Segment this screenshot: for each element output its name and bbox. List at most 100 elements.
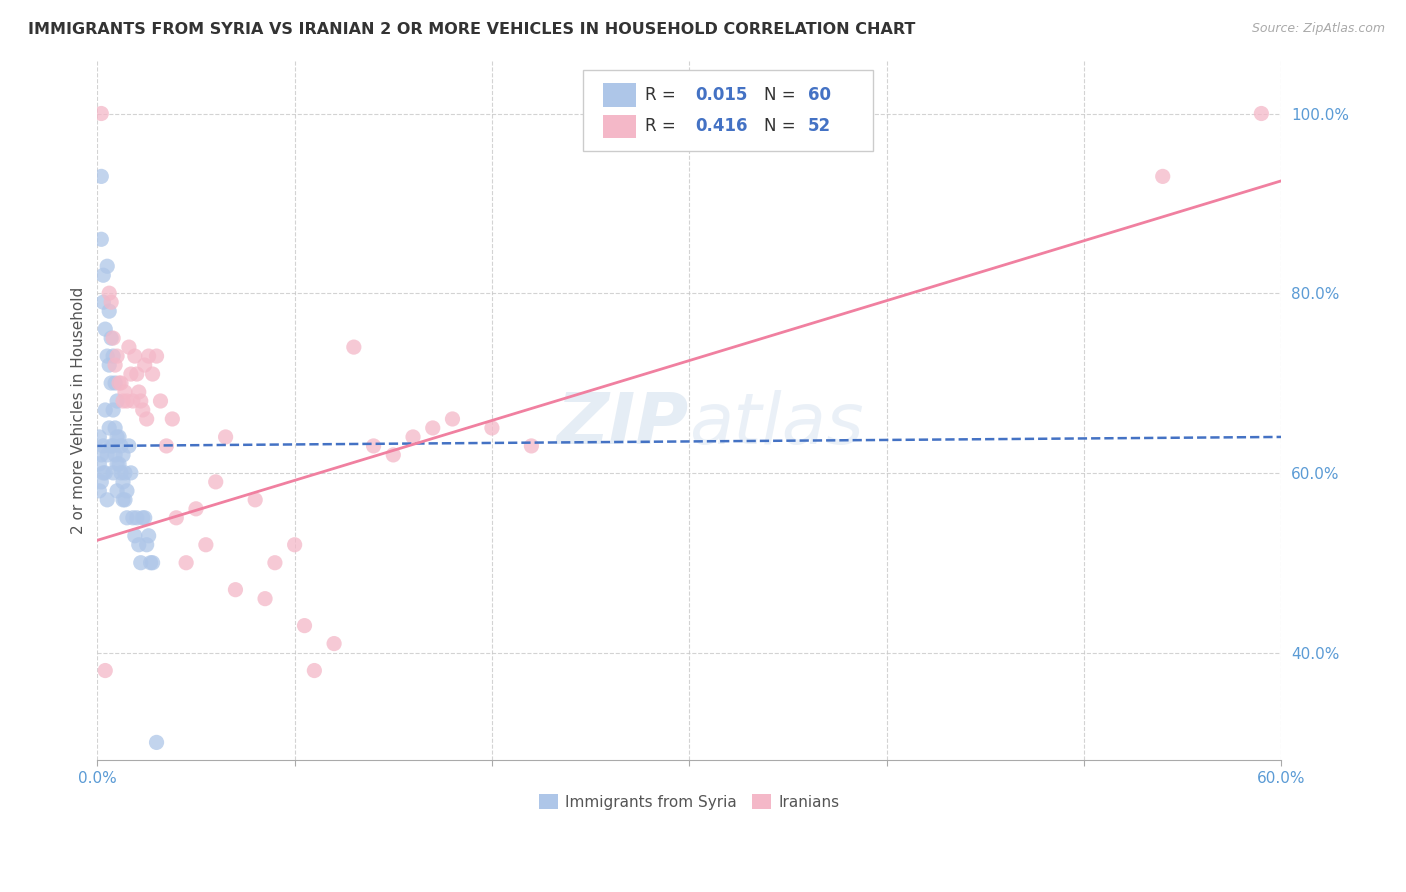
Point	[118, 340, 141, 354]
Point	[89, 430, 111, 444]
Point	[174, 556, 197, 570]
Text: IMMIGRANTS FROM SYRIA VS IRANIAN 2 OR MORE VEHICLES IN HOUSEHOLD CORRELATION CHA: IMMIGRANTS FROM SYRIA VS IRANIAN 2 OR MO…	[28, 22, 915, 37]
Point	[105, 349, 128, 363]
Point	[94, 466, 117, 480]
Point	[224, 582, 246, 597]
Point	[90, 448, 112, 462]
Point	[115, 483, 138, 498]
Point	[101, 466, 124, 480]
Point	[129, 394, 152, 409]
Point	[91, 466, 114, 480]
Point	[108, 430, 131, 444]
Point	[105, 430, 128, 444]
Y-axis label: 2 or more Vehicles in Household: 2 or more Vehicles in Household	[72, 286, 86, 533]
Point	[104, 376, 127, 390]
Point	[145, 735, 167, 749]
Point	[254, 591, 277, 606]
Point	[110, 466, 132, 480]
Point	[343, 340, 366, 354]
Point	[90, 169, 112, 184]
Point	[402, 430, 425, 444]
Point	[91, 268, 114, 283]
Text: atlas: atlas	[689, 390, 863, 458]
Point	[114, 492, 136, 507]
Bar	[603, 84, 636, 106]
Point	[90, 475, 112, 489]
Point	[96, 448, 118, 462]
Point	[125, 367, 148, 381]
Point	[1152, 169, 1174, 184]
Point	[111, 448, 134, 462]
Point	[104, 358, 127, 372]
Point	[118, 439, 141, 453]
Point	[441, 412, 464, 426]
Point	[149, 394, 172, 409]
Point	[91, 295, 114, 310]
Legend: Immigrants from Syria, Iranians: Immigrants from Syria, Iranians	[533, 788, 845, 816]
Point	[135, 538, 157, 552]
Text: ZIP: ZIP	[557, 390, 689, 458]
Point	[134, 510, 156, 524]
Text: R =: R =	[645, 87, 682, 104]
Point	[520, 439, 543, 453]
Text: 52: 52	[807, 117, 831, 136]
Point	[104, 448, 127, 462]
Point	[104, 421, 127, 435]
Point	[101, 349, 124, 363]
Point	[91, 439, 114, 453]
Point	[142, 367, 165, 381]
Point	[105, 483, 128, 498]
Point	[120, 367, 142, 381]
Point	[96, 349, 118, 363]
Point	[111, 475, 134, 489]
Text: Source: ZipAtlas.com: Source: ZipAtlas.com	[1251, 22, 1385, 36]
Point	[284, 538, 307, 552]
Point	[125, 510, 148, 524]
Point	[96, 492, 118, 507]
Point	[243, 492, 266, 507]
Bar	[603, 115, 636, 138]
Point	[129, 556, 152, 570]
Point	[1250, 106, 1272, 120]
Point	[90, 106, 112, 120]
Point	[94, 664, 117, 678]
Point	[101, 403, 124, 417]
Point	[100, 295, 122, 310]
Point	[132, 510, 155, 524]
Point	[204, 475, 226, 489]
Point	[382, 448, 405, 462]
Point	[363, 439, 385, 453]
Point	[94, 403, 117, 417]
Point	[132, 403, 155, 417]
Point	[100, 376, 122, 390]
Point	[214, 430, 236, 444]
Point	[124, 529, 146, 543]
Point	[128, 384, 150, 399]
Text: 0.015: 0.015	[695, 87, 748, 104]
Point	[121, 394, 143, 409]
Point	[105, 394, 128, 409]
Text: R =: R =	[645, 117, 682, 136]
Point	[110, 439, 132, 453]
Point	[94, 322, 117, 336]
Point	[115, 510, 138, 524]
Point	[101, 331, 124, 345]
Point	[139, 556, 162, 570]
Point	[111, 394, 134, 409]
Point	[108, 457, 131, 471]
Point	[134, 358, 156, 372]
Point	[135, 412, 157, 426]
Point	[111, 492, 134, 507]
Point	[121, 510, 143, 524]
Point	[165, 510, 187, 524]
Point	[294, 618, 316, 632]
Point	[138, 529, 160, 543]
FancyBboxPatch shape	[582, 70, 873, 151]
Point	[142, 556, 165, 570]
Point	[110, 376, 132, 390]
Point	[264, 556, 287, 570]
Text: 0.416: 0.416	[695, 117, 748, 136]
Point	[155, 439, 177, 453]
Point	[100, 439, 122, 453]
Text: N =: N =	[763, 117, 800, 136]
